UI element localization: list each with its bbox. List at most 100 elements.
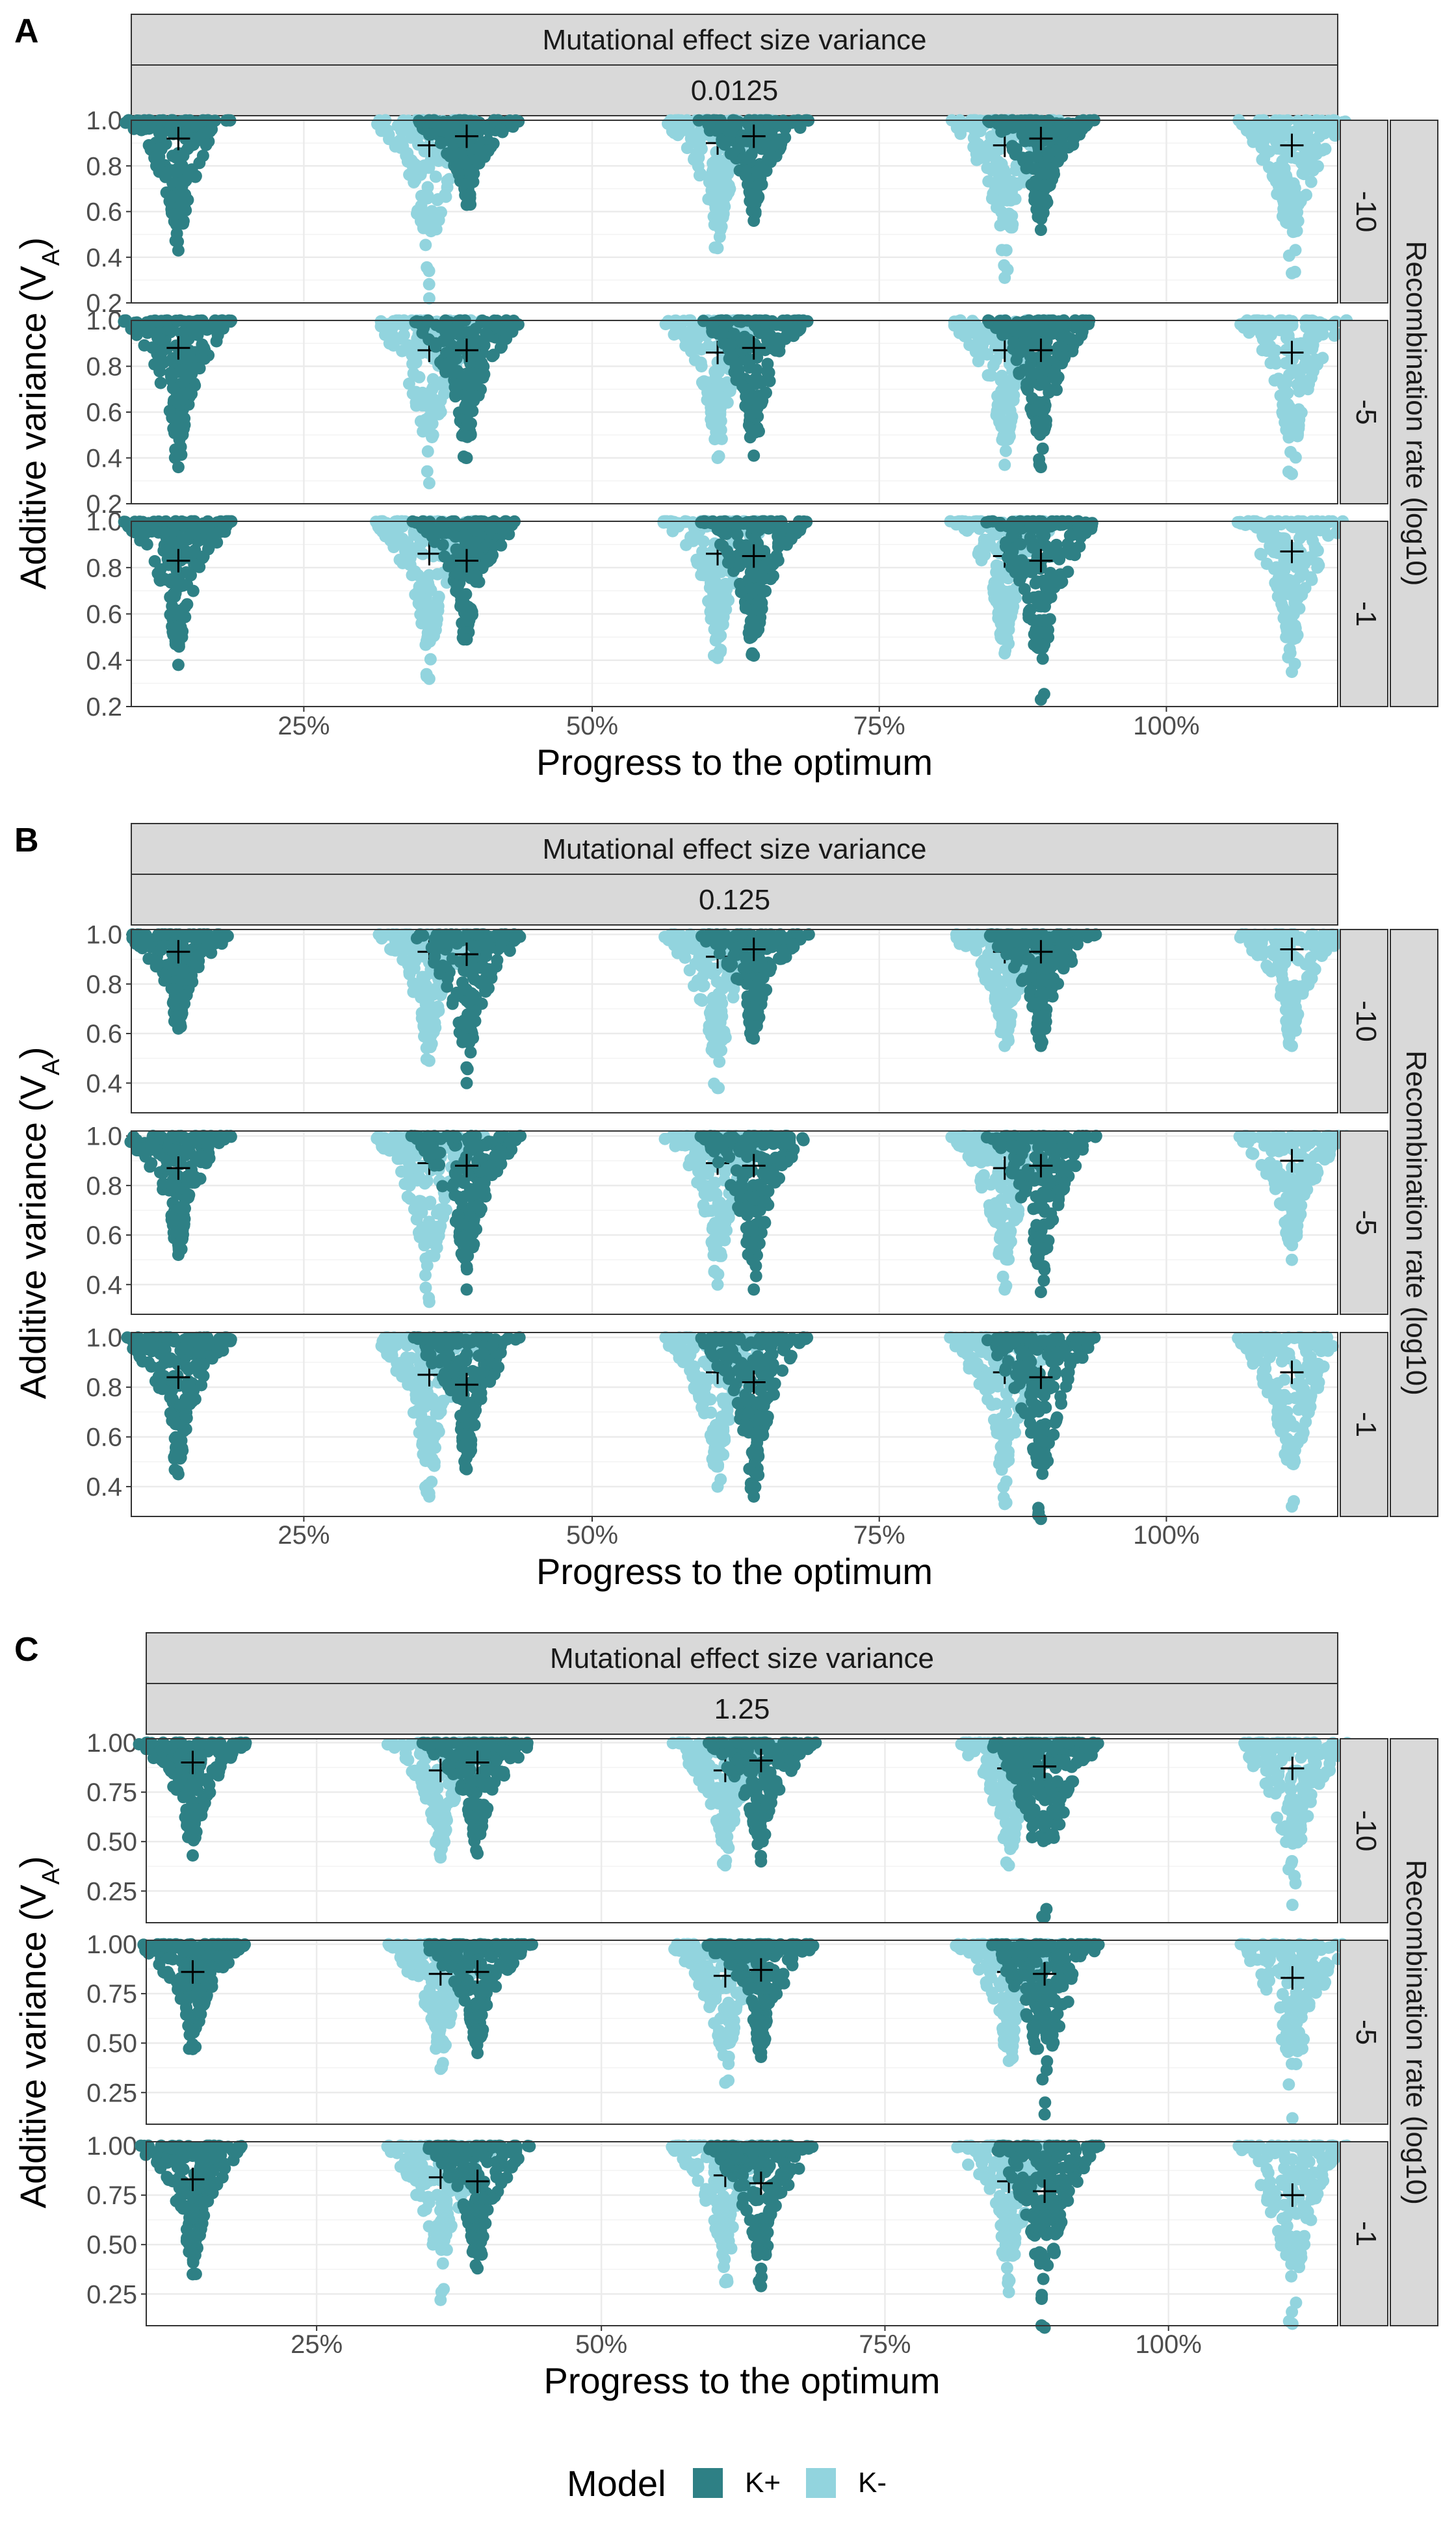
data-point-kplus [203,538,216,551]
data-point-kminus [968,132,980,144]
data-point-kminus [395,135,407,147]
data-point-kminus [948,315,961,328]
data-point-kminus [710,189,722,202]
data-point-kplus [1059,350,1071,363]
data-point-kminus [963,516,976,528]
data-point-kplus [443,330,456,342]
data-point-kplus [746,196,758,208]
data-point-kplus [744,582,757,595]
data-point-kminus [1317,328,1329,341]
data-point-kplus [1014,346,1026,359]
y-tick-label: 0.4 [86,1069,122,1098]
data-point-kplus [167,382,179,395]
data-point-kminus [1286,666,1298,678]
data-point-kminus [708,218,721,231]
data-point-kplus [1020,382,1033,394]
data-point-kplus [452,320,465,333]
row-strip-label: -10 [1350,191,1382,233]
data-point-kminus [1260,315,1272,328]
data-point-kplus [460,1017,472,1029]
data-point-kminus [430,170,442,183]
data-point-kplus [751,424,764,436]
data-point-kplus [460,391,473,403]
data-point-kminus [423,673,436,685]
data-point-kplus [1039,518,1052,530]
data-point-kplus [118,315,131,327]
data-point-kplus [194,362,206,374]
data-point-kminus [1247,136,1259,148]
data-point-kplus [1015,538,1027,551]
data-point-kminus [423,1055,436,1067]
data-point-kminus [1285,614,1297,626]
data-point-kminus [1295,566,1308,578]
data-point-kminus [996,434,1008,446]
chart-panel-B: B Mutational effect size variance0.125Rec… [12,822,1438,1592]
data-point-kplus [1018,316,1030,328]
x-tick-label: 50% [566,712,618,740]
data-point-kminus [714,231,726,243]
data-point-kminus [410,174,422,186]
data-point-kminus [667,521,679,533]
data-point-kminus [998,403,1010,415]
y-tick-label: 0.2 [86,693,122,722]
data-point-kplus [447,993,460,1006]
data-point-kplus [1027,122,1039,134]
data-point-kplus [177,150,190,162]
data-point-kplus [744,629,757,642]
data-point-kminus [695,343,707,356]
data-point-kplus [1074,531,1087,543]
data-point-kminus [695,356,707,369]
data-point-kplus [495,540,507,552]
data-point-kminus [427,429,439,441]
data-point-kplus [445,347,458,359]
y-tick-label: 0.8 [86,554,122,582]
data-point-kplus [211,315,224,328]
data-point-kplus [1035,461,1047,473]
row-strip-label: -5 [1350,399,1382,424]
data-point-kplus [1043,147,1055,159]
data-point-kplus [451,580,463,593]
panel-letter: B [14,822,39,859]
data-point-kplus [720,528,733,540]
data-point-kplus [476,357,488,369]
data-point-kplus [188,949,200,961]
data-point-kplus [449,530,462,543]
data-point-kplus [138,322,150,334]
data-point-kminus [409,588,421,601]
data-point-kplus [735,133,748,145]
y-tick-label: 1.0 [86,921,122,950]
data-point-kplus [126,932,138,944]
data-point-kminus [1277,586,1289,598]
y-tick-label: 0.6 [86,1020,122,1048]
data-point-kplus [1016,151,1028,164]
data-point-kplus [443,358,455,370]
data-point-kplus [980,516,993,528]
data-point-kplus [463,326,476,338]
data-point-kminus [1261,558,1273,570]
data-point-kplus [198,344,211,356]
y-tick-label: 1.0 [86,508,122,536]
panel-letter: A [14,12,39,50]
strip-value: 0.0125 [691,75,779,107]
data-point-kminus [1259,125,1271,138]
data-point-kminus [707,387,719,400]
data-point-kplus [465,1046,477,1059]
data-point-kplus [723,338,736,350]
data-point-kplus [1037,376,1049,388]
data-point-kplus [416,327,428,339]
data-point-kplus [1055,317,1067,330]
data-point-kplus [176,196,188,209]
data-point-kminus [992,155,1004,168]
data-point-kplus [491,954,503,967]
data-point-kminus [675,120,687,132]
data-point-kplus [461,633,473,645]
data-point-kminus [1275,389,1287,402]
data-point-kplus [185,388,198,400]
data-point-kplus [166,352,179,365]
data-point-kminus [706,168,718,180]
data-point-kminus [712,242,724,254]
data-point-kplus [994,517,1007,530]
data-point-kminus [1288,408,1301,421]
data-point-kminus [712,652,724,664]
data-point-kminus [1297,151,1309,164]
